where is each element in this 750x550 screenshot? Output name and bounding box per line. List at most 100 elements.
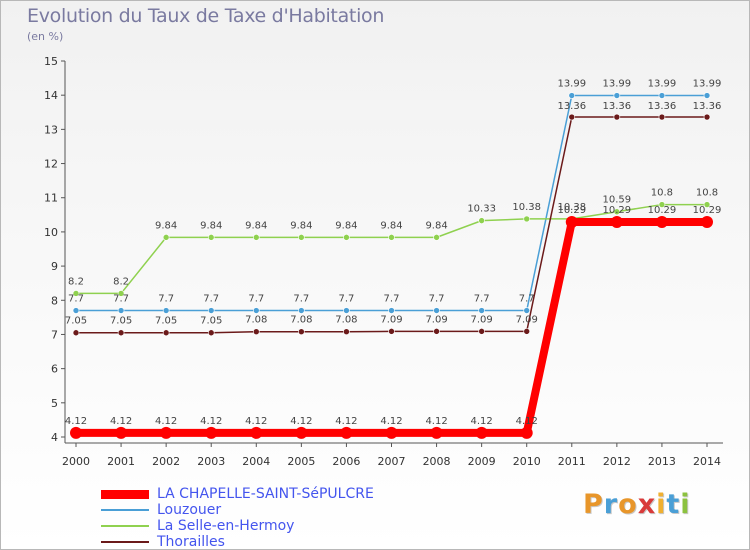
x-tick-label: 2003 <box>197 455 225 468</box>
y-tick-label: 15 <box>44 55 58 68</box>
legend-swatch <box>101 541 149 543</box>
x-tick-label: 2002 <box>152 455 180 468</box>
y-tick-label: 12 <box>44 158 58 171</box>
series-point-0 <box>340 426 353 439</box>
series-point-3 <box>72 329 80 337</box>
data-label: 10.29 <box>603 205 632 216</box>
data-label: 10.38 <box>557 202 586 213</box>
series-point-3 <box>523 328 531 335</box>
data-label: 7.09 <box>380 314 402 325</box>
series-point-0 <box>295 426 308 439</box>
series-point-3 <box>298 328 305 336</box>
logo-letter: P <box>583 489 604 520</box>
series-line-0 <box>76 217 707 437</box>
data-label: 13.36 <box>557 101 586 112</box>
series-point-0 <box>115 426 128 439</box>
series-point-3 <box>252 328 260 336</box>
y-tick-label: 5 <box>51 397 58 410</box>
series-point-0 <box>250 426 263 439</box>
data-label: 4.12 <box>65 416 87 427</box>
data-label: 7.05 <box>110 316 132 327</box>
series-point-3 <box>478 328 485 335</box>
data-label: 8.2 <box>113 276 129 287</box>
legend-swatch <box>101 490 149 499</box>
series-point-3 <box>388 328 395 335</box>
series-line-2 <box>76 203 707 295</box>
data-label: 10.59 <box>603 195 632 206</box>
data-label: 7.08 <box>335 315 357 326</box>
x-tick-label: 2011 <box>558 455 586 468</box>
x-tick-label: 2004 <box>242 455 270 468</box>
data-label: 13.99 <box>557 79 586 90</box>
data-label: 7.7 <box>293 294 309 305</box>
series-point-0 <box>205 426 218 439</box>
y-tick-label: 9 <box>51 260 58 273</box>
data-label: 13.36 <box>648 101 677 112</box>
x-tick-label: 2012 <box>603 455 631 468</box>
data-label: 13.99 <box>648 79 677 90</box>
legend: LA CHAPELLE-SAINT-SéPULCRE Louzouer La S… <box>101 486 374 550</box>
data-label: 7.7 <box>203 294 219 305</box>
series-point-1 <box>568 92 576 99</box>
series-point-1 <box>162 307 170 314</box>
data-label: 4.12 <box>425 416 447 427</box>
data-label: 7.7 <box>384 294 400 305</box>
legend-label: Louzouer <box>157 502 222 518</box>
y-tick-label: 4 <box>51 431 58 444</box>
series-point-0 <box>475 426 488 439</box>
series-point-3 <box>568 113 576 121</box>
series-point-1 <box>72 307 80 314</box>
data-label: 7.7 <box>158 294 174 305</box>
data-label: 10.33 <box>467 204 496 215</box>
chart-title: Evolution du Taux de Taxe d'Habitation <box>27 5 385 27</box>
series-point-1 <box>433 307 440 314</box>
series-point-2 <box>523 215 531 223</box>
y-tick-label: 7 <box>51 328 58 341</box>
data-label: 13.36 <box>603 101 632 112</box>
data-label: 13.36 <box>693 101 722 112</box>
legend-swatch <box>101 525 149 527</box>
logo-letter: t <box>666 489 681 520</box>
y-tick-label: 11 <box>44 192 58 205</box>
logo-letter: i <box>680 489 691 520</box>
data-label: 4.12 <box>290 416 312 427</box>
data-labels-layer: 4.12 4.12 4.12 4.12 4.12 4.12 4.12 4.12 4.12 4.12… <box>65 79 721 427</box>
series-point-3 <box>703 113 711 121</box>
legend-item-louzouer: Louzouer <box>101 502 374 518</box>
legend-item-la-selle-en-hermoy: La Selle-en-Hermoy <box>101 518 374 534</box>
series-point-1 <box>523 307 531 314</box>
y-tick-label: 8 <box>51 294 58 307</box>
x-tick-label: 2000 <box>62 455 90 468</box>
data-label: 10.38 <box>512 202 541 213</box>
data-label: 9.84 <box>200 220 222 231</box>
data-label: 10.8 <box>696 188 718 199</box>
data-label: 4.12 <box>245 416 267 427</box>
data-label: 9.84 <box>155 220 177 231</box>
data-label: 10.29 <box>693 205 722 216</box>
series-point-0 <box>385 426 398 439</box>
legend-swatch <box>101 509 149 511</box>
logo-letter: r <box>603 489 619 520</box>
series-point-0 <box>565 215 578 228</box>
series-point-1 <box>388 307 395 314</box>
x-tick-label: 2013 <box>648 455 676 468</box>
data-label: 10.29 <box>557 205 586 216</box>
series-point-2 <box>207 234 215 241</box>
x-tick-label: 2014 <box>693 455 721 468</box>
data-label: 7.7 <box>248 294 264 305</box>
logo-letter: i <box>656 489 667 520</box>
data-label: 7.7 <box>474 294 490 305</box>
data-label: 7.09 <box>516 314 538 325</box>
series-point-2 <box>343 234 350 241</box>
data-label: 10.29 <box>648 205 677 216</box>
data-label: 4.12 <box>200 416 222 427</box>
data-label: 7.05 <box>65 316 87 327</box>
data-label: 9.84 <box>245 220 267 231</box>
series-point-2 <box>388 234 395 241</box>
x-tick-label: 2001 <box>107 455 135 468</box>
legend-label: LA CHAPELLE-SAINT-SéPULCRE <box>157 486 374 502</box>
data-label: 13.99 <box>693 79 722 90</box>
data-label: 7.05 <box>200 316 222 327</box>
series-point-0 <box>430 426 443 439</box>
